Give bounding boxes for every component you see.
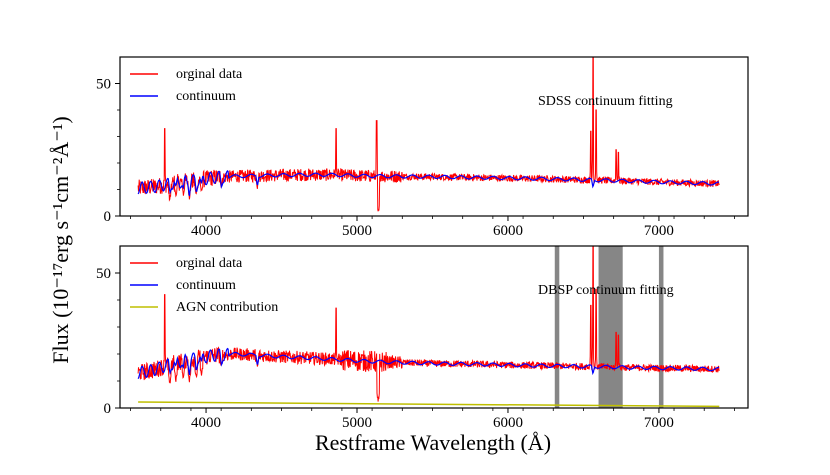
legend-label: continuum (176, 89, 236, 104)
agn-contribution-line (138, 401, 720, 408)
x-tick-label: 7000 (644, 415, 674, 431)
x-tick-label: 7000 (644, 223, 674, 239)
plot-area (137, 246, 720, 408)
x-tick-label: 6000 (493, 415, 523, 431)
x-tick-label: 5000 (342, 415, 372, 431)
y-tick-label: 0 (104, 401, 112, 417)
panel-annotation: SDSS continuum fitting (538, 94, 673, 109)
continuum-line (137, 170, 719, 197)
x-tick-label: 6000 (493, 223, 523, 239)
panel-annotation: DBSP continuum fitting (538, 283, 674, 298)
observed-spectrum-line (137, 57, 720, 212)
top-panel: 4000 5000 6000 7000 0 50 orginal data continuum… (96, 56, 749, 239)
continuum-line (137, 347, 719, 379)
plot-area (137, 57, 720, 212)
x-axis-label: Restframe Wavelength (Å) (315, 430, 551, 455)
masked-region-1 (598, 246, 623, 408)
legend-label: continuum (176, 278, 236, 293)
legend-label: orginal data (176, 256, 243, 271)
y-tick-label: 0 (104, 209, 112, 225)
y-tick-label: 50 (96, 77, 111, 93)
masked-region-2 (658, 246, 664, 408)
x-tick-label: 5000 (342, 223, 372, 239)
y-tick-label: 50 (96, 266, 111, 282)
legend-label: AGN contribution (176, 300, 278, 315)
x-tick-label: 4000 (191, 415, 221, 431)
legend-label: orginal data (176, 67, 243, 82)
y-axis-label: Flux (10⁻¹⁷erg s⁻¹cm⁻²Å⁻¹) (48, 116, 73, 364)
x-tick-label: 4000 (191, 223, 221, 239)
observed-spectrum-line (137, 246, 720, 402)
masked-region-0 (554, 246, 560, 408)
bottom-panel: 4000 5000 6000 7000 0 50 orginal data continuum… (96, 245, 749, 431)
